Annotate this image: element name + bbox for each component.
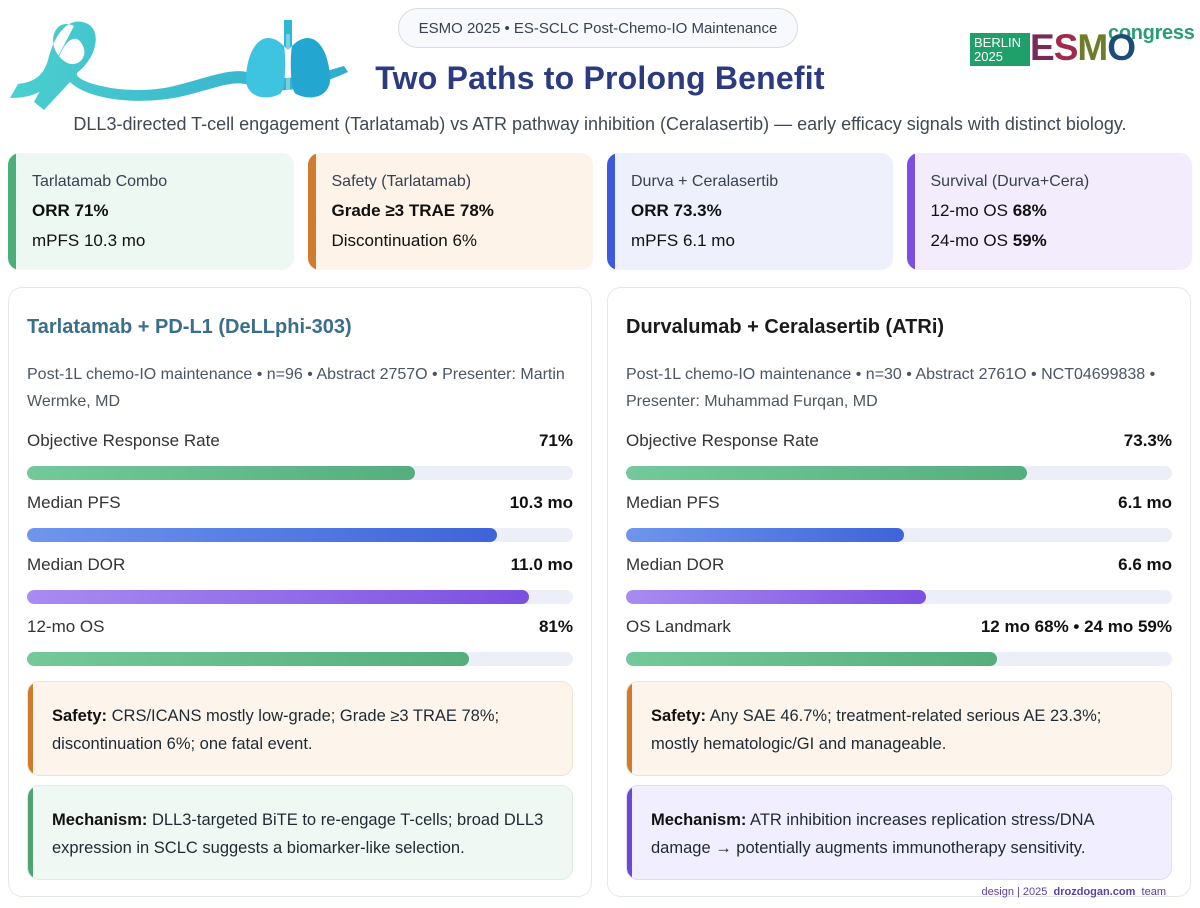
metric-bar-fill [626, 652, 998, 666]
metric-median-pfs: Median PFS 10.3 mo [27, 493, 573, 542]
page-subtitle: DLL3-directed T-cell engagement (Tarlata… [73, 114, 1127, 134]
card-key: Durva + Ceralasertib [631, 173, 779, 190]
panel-meta: Post-1L chemo-IO maintenance • n=96 • Ab… [27, 366, 565, 410]
metric-bar-track [27, 590, 573, 604]
metric-bar-fill [626, 590, 927, 604]
conference-pill: ESMO 2025 • ES-SCLC Post-Chemo-IO Mainte… [398, 8, 798, 48]
metric-label: Median PFS [626, 493, 720, 512]
metric-orr: Objective Response Rate 71% [27, 431, 573, 480]
metric-bar-track [626, 590, 1172, 604]
metric-bar-track [626, 466, 1172, 480]
metric-label: OS Landmark [626, 617, 731, 636]
card-key: Survival (Durva+Cera) [930, 173, 1090, 190]
summary-card-survival: Survival (Durva+Cera) 12-mo OS 68% 24-mo… [906, 153, 1192, 270]
card-key: Tarlatamab Combo [32, 173, 168, 190]
panel-meta: Post-1L chemo-IO maintenance • n=30 • Ab… [626, 366, 1156, 410]
card-key: Safety (Tarlatamab) [331, 173, 472, 190]
metric-bar-track [27, 528, 573, 542]
tarlatamab-panel: Tarlatamab + PD-L1 (DeLLphi-303) Post-1L… [8, 287, 592, 897]
card-line-2: 24-mo OS 59% [930, 231, 1047, 250]
card-line-1: Grade ≥3 TRAE 78% [331, 201, 494, 220]
metric-bar-fill [626, 466, 1028, 480]
metric-value: 6.6 mo [1118, 555, 1172, 574]
metric-bar-fill [27, 528, 497, 542]
footer-credit: design | 2025 drozdogan.com team [981, 886, 1166, 898]
footer-brand-link[interactable]: drozdogan.com [1053, 886, 1136, 898]
metric-bar-track [626, 528, 1172, 542]
metric-label: Objective Response Rate [27, 431, 220, 450]
metric-label: Median PFS [27, 493, 121, 512]
card-line-1: ORR 73.3% [631, 201, 722, 220]
logo-congress-text: congress [1108, 22, 1195, 44]
metric-os-landmark: OS Landmark 12 mo 68% • 24 mo 59% [626, 617, 1172, 666]
logo-letter-s: S [1053, 27, 1079, 68]
metric-bar-fill [27, 652, 470, 666]
metric-value: 73.3% [1123, 431, 1172, 450]
logo-city-block: BERLIN 2025 [970, 33, 1030, 66]
metric-bar-track [27, 466, 573, 480]
card-line-1: 12-mo OS 68% [930, 201, 1047, 220]
esmo-congress-logo: congress BERLIN 2025 ESMO [970, 22, 1195, 70]
metric-label: Objective Response Rate [626, 431, 819, 450]
metric-label: 12-mo OS [27, 617, 105, 636]
safety-note: Safety: Any SAE 46.7%; treatment-related… [626, 681, 1172, 776]
metric-bar-fill [27, 466, 415, 480]
card-line-2: Discontinuation 6% [331, 231, 478, 250]
metric-bar-fill [27, 590, 530, 604]
ceralasertib-panel: Durvalumab + Ceralasertib (ATRi) Post-1L… [607, 287, 1191, 897]
summary-card-tarlatamab-combo: Tarlatamab Combo ORR 71% mPFS 10.3 mo [8, 153, 294, 270]
metric-os: 12-mo OS 81% [27, 617, 573, 666]
metric-value: 6.1 mo [1118, 493, 1172, 512]
metric-bar-track [27, 652, 573, 666]
safety-note: Safety: CRS/ICANS mostly low-grade; Grad… [27, 681, 573, 776]
summary-card-durva-ceralasertib: Durva + Ceralasertib ORR 73.3% mPFS 6.1 … [607, 153, 893, 270]
metric-median-dor: Median DOR 6.6 mo [626, 555, 1172, 604]
metric-median-dor: Median DOR 11.0 mo [27, 555, 573, 604]
mechanism-note: Mechanism: DLL3-targeted BiTE to re-enga… [27, 785, 573, 880]
metric-bar-track [626, 652, 1172, 666]
card-line-2: mPFS 10.3 mo [32, 231, 146, 250]
metric-orr: Objective Response Rate 73.3% [626, 431, 1172, 480]
page-title: Two Paths to Prolong Benefit [375, 60, 825, 96]
metric-value: 81% [538, 617, 573, 636]
metric-median-pfs: Median PFS 6.1 mo [626, 493, 1172, 542]
logo-letter-m: M [1077, 27, 1108, 68]
metric-value: 11.0 mo [510, 555, 573, 574]
mechanism-note: Mechanism: ATR inhibition increases repl… [626, 785, 1172, 880]
summary-card-safety-tarlatamab: Safety (Tarlatamab) Grade ≥3 TRAE 78% Di… [307, 153, 593, 270]
metric-value: 10.3 mo [509, 493, 573, 512]
metric-value: 12 mo 68% • 24 mo 59% [980, 617, 1172, 636]
logo-esmo-mark: ESMO [1030, 27, 1136, 68]
metric-bar-fill [626, 528, 905, 542]
panel-title: Tarlatamab + PD-L1 (DeLLphi-303) [27, 316, 352, 338]
logo-letter-e: E [1030, 27, 1055, 68]
card-line-2: mPFS 6.1 mo [631, 231, 735, 250]
metric-value: 71% [538, 431, 573, 450]
metric-label: Median DOR [626, 555, 725, 574]
awareness-ribbon-lungs-logo [10, 20, 348, 110]
summary-cards: Tarlatamab Combo ORR 71% mPFS 10.3 mo Sa… [8, 153, 1192, 270]
panel-title: Durvalumab + Ceralasertib (ATRi) [626, 316, 945, 338]
card-line-1: ORR 71% [32, 201, 109, 220]
logo-city: BERLIN [974, 35, 1021, 50]
metric-label: Median DOR [27, 555, 126, 574]
logo-year: 2025 [974, 49, 1003, 64]
logo-letter-o: O [1107, 27, 1136, 68]
